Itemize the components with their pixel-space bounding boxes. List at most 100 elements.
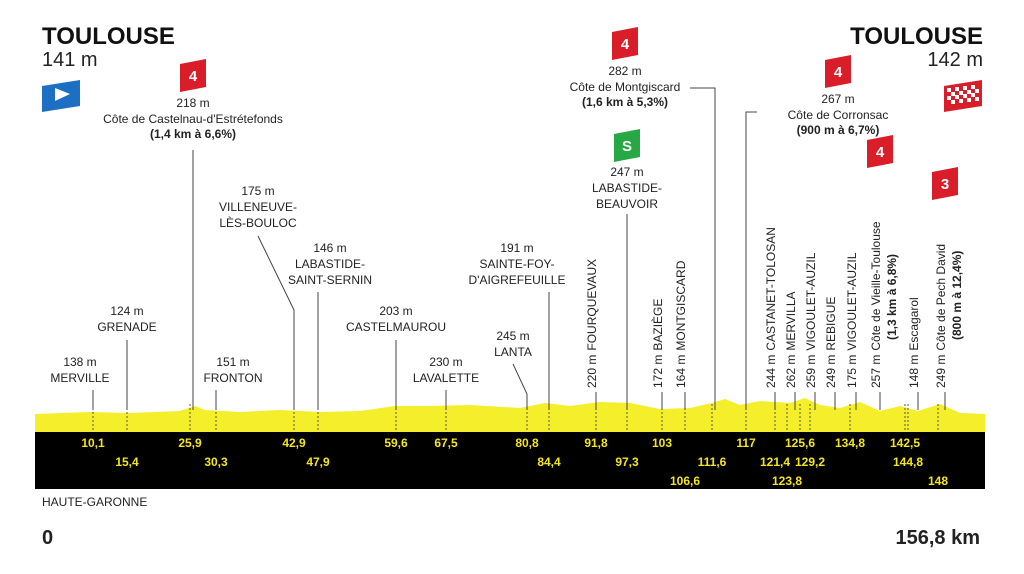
waypoint-altitude: 138 m [63, 355, 96, 369]
distance-start: 0 [42, 527, 53, 549]
km-marker: 67,5 [434, 436, 458, 450]
distance-end: 156,8 km [895, 527, 980, 549]
climb-name: Côte de Montgiscard [570, 80, 681, 94]
climb-category-label: 3 [941, 176, 949, 193]
km-marker: 15,4 [115, 455, 139, 469]
vertical-climb-part: 257 m [869, 355, 883, 388]
waypoint-altitude: 146 m [313, 241, 346, 255]
km-band [35, 432, 985, 489]
km-marker: 59,6 [384, 436, 408, 450]
start-city: TOULOUSE [42, 23, 175, 50]
km-marker: 103 [652, 436, 672, 450]
vertical-waypoint-part: 259 m [804, 355, 818, 388]
climb-category-badge [825, 55, 851, 88]
vertical-waypoint-part: 262 m [784, 355, 798, 388]
vertical-climb-part: 249 m [934, 355, 948, 388]
km-marker: 25,9 [178, 436, 202, 450]
vertical-waypoint: 220 m FOURQUEVAUX [585, 259, 599, 388]
km-marker: 123,8 [772, 474, 802, 488]
km-marker: 84,4 [537, 455, 561, 469]
start-flag [42, 80, 80, 112]
climb-detail: (800 m à 12,4%) [950, 251, 964, 340]
waypoint-altitude: 203 m [379, 304, 412, 318]
leader-line [690, 87, 716, 410]
climb-altitude: 282 m [608, 64, 641, 78]
leader-line [512, 363, 528, 410]
vertical-waypoint-part: REBIGUE [824, 297, 838, 351]
start-altitude: 141 m [42, 49, 98, 71]
vertical-waypoint-part: MERVILLA [784, 292, 798, 351]
climb-category-label: 4 [621, 36, 630, 53]
km-marker: 30,3 [204, 455, 228, 469]
km-marker: 129,2 [795, 455, 825, 469]
waypoint-name: D'AIGREFEUILLE [469, 273, 566, 287]
vertical-waypoint-part: BAZIÈGE [650, 299, 665, 351]
km-marker: 97,3 [615, 455, 639, 469]
region: HAUTE-GARONNE [42, 495, 147, 509]
km-marker: 121,4 [760, 455, 790, 469]
leader-line [745, 111, 757, 410]
waypoint-name: LAVALETTE [413, 371, 479, 385]
vertical-waypoint-part: CASTANET-TOLOSAN [764, 227, 778, 351]
vertical-waypoint-part: FOURQUEVAUX [585, 259, 599, 351]
vertical-climb-part: Côte de Vieille-Toulouse [869, 221, 883, 351]
vertical-waypoint-part: Escagarol [907, 297, 921, 350]
waypoint-name: SAINTE-FOY- [480, 257, 555, 271]
waypoint-name: CASTELMAUROU [346, 320, 446, 334]
km-marker: 142,5 [890, 436, 920, 450]
finish-altitude: 142 m [927, 49, 983, 71]
vertical-waypoint-part: 244 m [764, 355, 778, 388]
climb-category-badge [867, 135, 893, 168]
waypoint-name: LABASTIDE- [295, 257, 365, 271]
climb-altitude: 218 m [176, 96, 209, 110]
waypoint-altitude: 124 m [110, 304, 143, 318]
waypoint-altitude: 151 m [216, 355, 249, 369]
climb-detail: (1,3 km à 6,8%) [885, 254, 899, 340]
waypoint-name: GRENADE [97, 320, 156, 334]
vertical-waypoint-part: 172 m [651, 355, 665, 388]
vertical-waypoint: 175 m VIGOULET-AUZIL [845, 252, 859, 388]
climb-detail: (1,6 km à 5,3%) [582, 95, 668, 109]
waypoint-name: VILLENEUVE- [219, 200, 297, 214]
vertical-waypoint: 249 m REBIGUE [824, 297, 838, 388]
vertical-waypoint-part: 175 m [845, 355, 859, 388]
km-marker: 47,9 [306, 455, 330, 469]
vertical-waypoint-part: 220 m [585, 355, 599, 388]
vertical-climb: 249 m Côte de Pech David [934, 244, 948, 388]
vertical-waypoint: 148 m Escagarol [907, 297, 921, 388]
climb-category-badge [180, 59, 206, 92]
vertical-waypoint-part: 148 m [907, 355, 921, 388]
vertical-climb: 257 m Côte de Vieille-Toulouse [869, 221, 883, 388]
sprint-name: BEAUVOIR [596, 197, 658, 211]
waypoint-name: MERVILLE [50, 371, 109, 385]
finish-city: TOULOUSE [850, 23, 983, 50]
km-marker: 144,8 [893, 455, 923, 469]
waypoint-name: LANTA [494, 345, 532, 359]
vertical-waypoint: 172 m BAZIÈGE [650, 299, 665, 388]
leader-line [257, 235, 295, 410]
vertical-waypoint: 164 m MONTGISCARD [674, 260, 688, 388]
vertical-waypoint: 259 m VIGOULET-AUZIL [804, 252, 818, 388]
sprint-name: LABASTIDE- [592, 181, 662, 195]
km-marker: 80,8 [515, 436, 539, 450]
vertical-waypoint: 244 m CASTANET-TOLOSAN [764, 227, 778, 388]
climb-category-label: 4 [189, 68, 198, 85]
km-marker: 125,6 [785, 436, 815, 450]
km-marker: 91,8 [584, 436, 608, 450]
vertical-climb-part: Côte de Pech David [934, 244, 948, 351]
climb-name: Côte de Castelnau-d'Estrétefonds [103, 112, 283, 126]
waypoint-altitude: 245 m [496, 329, 529, 343]
km-marker: 111,6 [698, 455, 727, 469]
vertical-waypoint-part: 249 m [824, 355, 838, 388]
climb-category-badge [932, 167, 958, 200]
climb-category-label: 4 [876, 144, 885, 161]
climb-altitude: 267 m [821, 92, 854, 106]
waypoint-altitude: 230 m [429, 355, 462, 369]
km-marker: 134,8 [835, 436, 865, 450]
waypoint-name: SAINT-SERNIN [288, 273, 372, 287]
km-marker: 106,6 [670, 474, 700, 488]
climb-category-label: 4 [834, 64, 843, 81]
km-marker: 42,9 [282, 436, 306, 450]
waypoint-altitude: 175 m [241, 184, 274, 198]
